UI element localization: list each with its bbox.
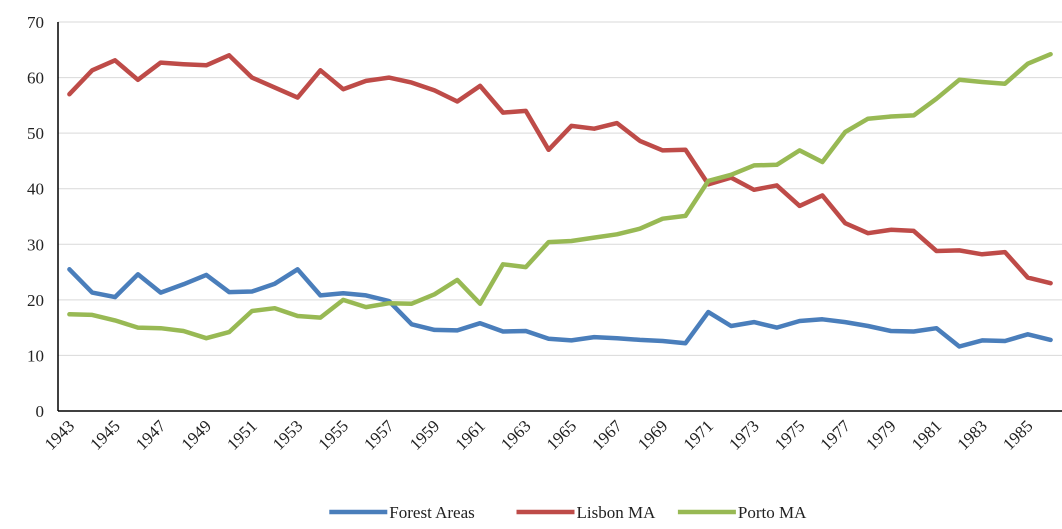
x-tick-label: 1983	[953, 416, 990, 453]
series-line	[67, 53, 1053, 286]
y-tick-label: 10	[27, 346, 44, 365]
y-tick-label: 60	[27, 69, 44, 88]
x-tick-label: 1953	[269, 416, 306, 453]
series-line	[67, 267, 1053, 349]
x-tick-label: 1981	[908, 416, 945, 453]
x-tick-label: 1951	[223, 416, 260, 453]
x-tick-label: 1979	[862, 416, 899, 453]
x-tick-label: 1957	[360, 416, 398, 454]
x-tick-label: 1955	[315, 416, 352, 453]
legend-label: Lisbon MA	[577, 503, 657, 522]
x-tick-label: 1969	[634, 416, 671, 453]
series-line	[67, 51, 1053, 341]
x-tick-label: 1985	[999, 416, 1036, 453]
x-tick-label: 1975	[771, 416, 808, 453]
x-tick-label: 1967	[588, 416, 626, 454]
x-tick-label: 1959	[406, 416, 443, 453]
legend-label: Forest Areas	[389, 503, 474, 522]
y-tick-label: 50	[27, 124, 44, 143]
x-tick-label: 1973	[725, 416, 762, 453]
legend-label: Porto MA	[738, 503, 807, 522]
x-tick-label: 1965	[543, 416, 580, 453]
x-tick-label: 1949	[178, 416, 215, 453]
y-tick-label: 0	[36, 402, 45, 421]
x-tick-label: 1947	[132, 416, 170, 454]
x-tick-label: 1945	[86, 416, 123, 453]
x-tick-label: 1977	[817, 416, 855, 454]
y-tick-label: 20	[27, 291, 44, 310]
x-tick-label: 1963	[497, 416, 534, 453]
y-tick-label: 70	[27, 13, 44, 32]
x-tick-label: 1943	[41, 416, 78, 453]
y-tick-label: 40	[27, 180, 44, 199]
x-tick-label: 1971	[680, 416, 717, 453]
y-tick-label: 30	[27, 235, 44, 254]
x-tick-label: 1961	[451, 416, 488, 453]
